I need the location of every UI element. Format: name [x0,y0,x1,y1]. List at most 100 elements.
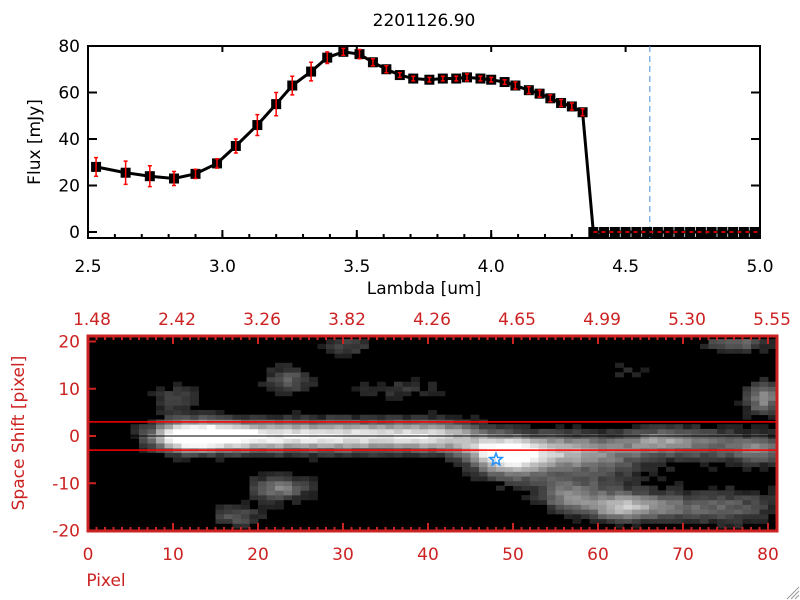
error-bar [215,158,220,169]
heatmap-cell [564,457,573,463]
heatmap-cell [309,490,318,496]
heatmap-cell [198,424,208,430]
resize-grip-icon[interactable] [786,586,800,600]
heatmap-cell [742,400,752,406]
heatmap-cell [759,518,769,524]
heatmap-cell [666,452,675,458]
heatmap-cell [470,471,480,477]
heatmap-cell [275,381,284,387]
heatmap-cell [283,391,293,397]
heatmap-cell [759,405,769,411]
heatmap-cell [241,504,250,510]
heatmap-cell [572,504,582,510]
heatmap-cell [555,495,565,501]
heatmap-cell [156,395,165,401]
heatmap-cell [275,438,284,444]
heatmap-cell [768,495,777,501]
heatmap-cell [742,410,752,416]
heatmap-cell [283,372,293,378]
heatmap-cell [275,476,284,482]
heatmap-cell [615,495,624,501]
wavelength-tick-label: 4.99 [583,310,621,330]
heatmap-cell [768,405,777,411]
heatmap-cell [734,424,743,430]
heatmap-cell [173,414,182,420]
heatmap-cell [700,343,709,349]
heatmap-cell [309,485,318,491]
heatmap-cell [224,424,233,430]
heatmap-cell [368,443,378,449]
heatmap-cell [598,476,607,482]
heatmap-cell [623,462,633,468]
heatmap-cell [419,452,429,458]
heatmap-cell [691,514,701,520]
heatmap-cell [496,438,505,444]
heatmap-cell [768,381,777,387]
heatmap-cell [725,509,735,515]
heatmap-cell [555,490,565,496]
heatmap-cell [377,443,386,449]
heatmap-cell [700,504,709,510]
heatmap-cell [241,438,250,444]
heatmap-cell [249,428,259,434]
heatmap-cell [632,424,641,430]
error-bar [580,108,585,117]
heatmap-cell [555,438,565,444]
heatmap-cell [691,452,701,458]
heatmap-cell [368,452,378,458]
heatmap-cell [538,490,548,496]
heatmap-cell [572,443,582,449]
heatmap-cell [351,452,361,458]
heatmap-cell [207,410,216,416]
heatmap-cell [717,504,726,510]
heatmap-cell [581,495,590,501]
heatmap-cell [606,471,616,477]
heatmap-cell [691,518,701,524]
heatmap-cell [385,438,395,444]
heatmap-cell [598,471,607,477]
heatmap-cell [555,509,565,515]
heatmap-cell [334,428,344,434]
heatmap-cell [334,339,344,345]
error-bar [559,98,564,108]
heatmap-cell [292,414,301,420]
heatmap-cell [623,480,633,486]
heatmap-cell [623,367,633,373]
heatmap-cell [190,400,199,406]
heatmap-cell [521,471,531,477]
heatmap-cell [564,471,573,477]
heatmap-cell [283,428,293,434]
heatmap-cell [538,457,548,463]
heatmap-cell [275,504,284,510]
x-tick-label: 3.0 [209,257,236,277]
heatmap-cell [173,381,182,387]
heatmap-cell [241,443,250,449]
heatmap-cell [360,424,369,430]
heatmap-cell [411,376,420,382]
heatmap-cell [555,443,565,449]
heatmap-cell [768,400,777,406]
heatmap-cell [309,476,318,482]
heatmap-cell [606,490,616,496]
heatmap-cell [317,452,327,458]
heatmap-cell [258,514,267,520]
heatmap-cell [470,443,480,449]
heatmap-cell [394,424,403,430]
heatmap-cell [649,438,658,444]
heatmap-cell [683,428,692,434]
heatmap-cell [334,452,344,458]
x-tick-label: 5.0 [746,257,773,277]
heatmap-cell [581,476,590,482]
heatmap-cell [198,438,208,444]
heatmap-cell [292,410,301,416]
heatmap-cell [190,424,199,430]
heatmap-cell [742,343,752,349]
heatmap-cell [207,428,216,434]
heatmap-cell [615,504,624,510]
heatmap-cell [334,424,344,430]
heatmap-cell [343,424,352,430]
heatmap-cell [411,438,420,444]
heatmap-cell [436,414,446,420]
heatmap-cell [598,485,607,491]
heatmap-cell [283,485,293,491]
